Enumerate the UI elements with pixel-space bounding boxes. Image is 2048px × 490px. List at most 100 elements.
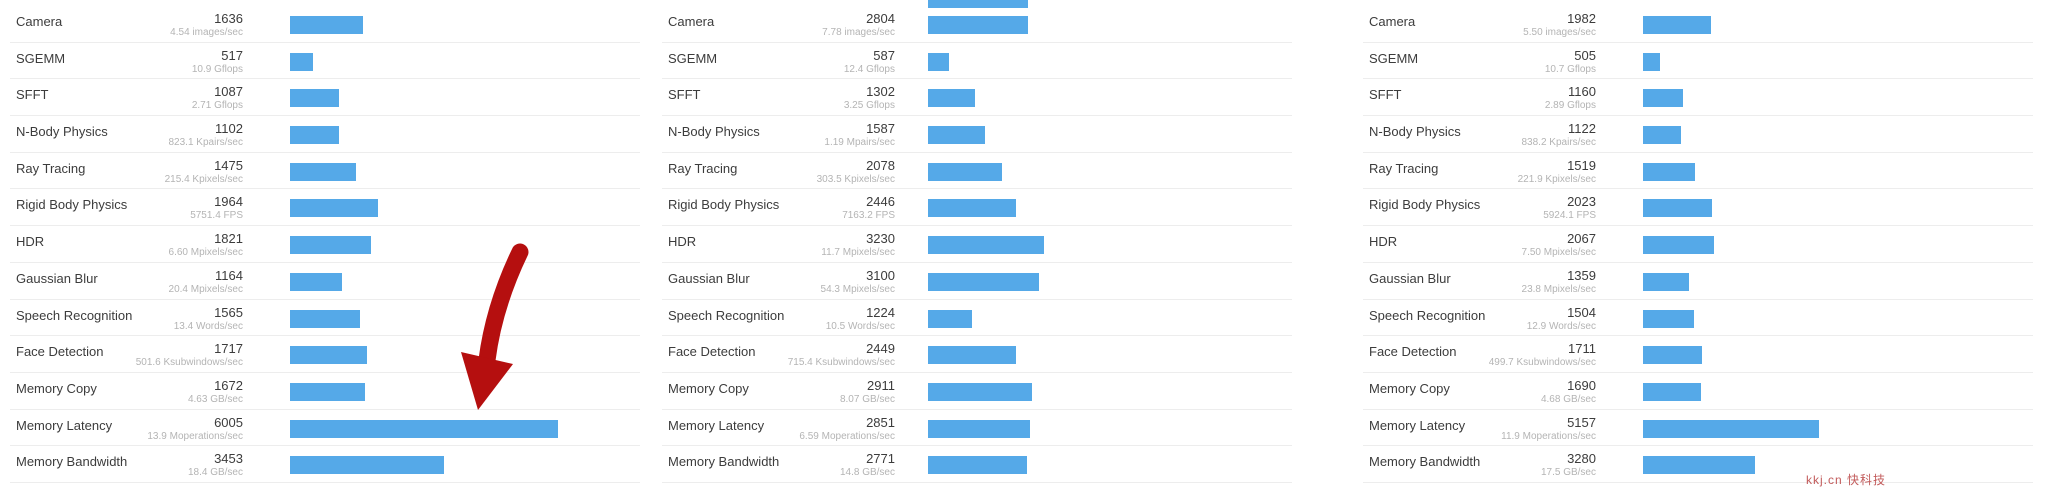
- benchmark-row: SGEMM 517 10.9 Gflops: [10, 43, 640, 80]
- score-bar: [1643, 162, 1695, 181]
- score-block: 3100 54.3 Mpixels/sec: [762, 268, 895, 295]
- score-block: 3230 11.7 Mpixels/sec: [762, 231, 895, 258]
- test-name-label: HDR: [16, 234, 45, 250]
- score-bar: [1643, 126, 1681, 145]
- score-bar: [290, 456, 444, 475]
- score-bar: [928, 456, 1027, 475]
- score-unit: 1.19 Mpairs/sec: [824, 137, 895, 149]
- score-unit: 20.4 Mpixels/sec: [168, 283, 243, 295]
- benchmark-row: SFFT 1160 2.89 Gflops: [1363, 79, 2033, 117]
- benchmark-row: Memory Bandwidth 3453 18.4 GB/sec: [10, 446, 640, 483]
- test-name-label: Gaussian Blur: [16, 270, 98, 286]
- benchmark-row: Camera 1636 4.54 images/sec: [10, 6, 640, 43]
- benchmark-row: Face Detection 1711 499.7 Ksubwindows/se…: [1363, 336, 2033, 373]
- score-unit: 823.1 Kpairs/sec: [168, 137, 244, 149]
- score-block: 1982 5.50 images/sec: [1463, 11, 1596, 38]
- score-value: 1359: [1567, 267, 1596, 283]
- score-block: 6005 13.9 Moperations/sec: [110, 415, 243, 442]
- score-value: 1717: [214, 341, 243, 357]
- score-bar: [1643, 272, 1689, 291]
- score-unit: 18.4 GB/sec: [187, 467, 243, 479]
- score-unit: 8.07 GB/sec: [839, 393, 895, 405]
- score-bar: [928, 52, 949, 71]
- cropped-bar-fragment: [928, 0, 1028, 8]
- score-value: 2067: [1567, 231, 1596, 247]
- test-name-label: N-Body Physics: [1369, 124, 1461, 140]
- score-bar: [290, 309, 360, 328]
- test-name-label: Ray Tracing: [1369, 160, 1439, 176]
- score-block: 2067 7.50 Mpixels/sec: [1463, 231, 1596, 258]
- benchmark-row: Face Detection 2449 715.4 Ksubwindows/se…: [662, 336, 1292, 373]
- score-block: 2449 715.4 Ksubwindows/sec: [762, 341, 895, 368]
- test-name-label: Memory Bandwidth: [668, 454, 780, 470]
- score-value: 2771: [866, 451, 895, 467]
- benchmark-row: SGEMM 587 12.4 Gflops: [662, 43, 1292, 80]
- score-block: 1359 23.8 Mpixels/sec: [1463, 268, 1596, 295]
- test-name-label: Rigid Body Physics: [16, 197, 128, 213]
- test-name-label: Face Detection: [1369, 344, 1457, 360]
- score-value: 1711: [1568, 341, 1596, 357]
- score-unit: 5924.1 FPS: [1543, 210, 1596, 222]
- test-name-label: Memory Copy: [668, 380, 749, 396]
- score-value: 505: [1574, 47, 1596, 63]
- score-unit: 10.7 Gflops: [1544, 63, 1596, 75]
- test-name-label: Speech Recognition: [1369, 307, 1486, 323]
- score-value: 3230: [866, 231, 895, 247]
- score-value: 1565: [214, 304, 243, 320]
- benchmark-row: Face Detection 1717 501.6 Ksubwindows/se…: [10, 336, 640, 373]
- score-unit: 501.6 Ksubwindows/sec: [135, 357, 243, 369]
- score-block: 517 10.9 Gflops: [110, 48, 243, 75]
- score-bar: [1643, 309, 1694, 328]
- benchmark-row: Memory Copy 1690 4.68 GB/sec: [1363, 373, 2033, 410]
- score-block: 1565 13.4 Words/sec: [110, 305, 243, 332]
- score-value: 1122: [1568, 121, 1596, 137]
- test-name-label: SFFT: [668, 87, 701, 103]
- score-bar: [290, 272, 342, 291]
- score-bar: [928, 162, 1002, 181]
- score-block: 2078 303.5 Kpixels/sec: [762, 158, 895, 185]
- score-value: 2851: [866, 414, 895, 430]
- score-unit: 13.9 Moperations/sec: [147, 430, 243, 442]
- score-bar: [290, 126, 339, 145]
- benchmark-row: SFFT 1087 2.71 Gflops: [10, 79, 640, 117]
- score-block: 1964 5751.4 FPS: [110, 194, 243, 221]
- score-unit: 5751.4 FPS: [190, 210, 243, 222]
- test-name-label: Speech Recognition: [668, 307, 785, 323]
- score-bar: [1643, 456, 1755, 475]
- score-unit: 10.5 Words/sec: [825, 320, 895, 332]
- score-bar: [1643, 419, 1819, 438]
- score-unit: 4.63 GB/sec: [187, 393, 243, 405]
- score-bar: [928, 89, 975, 108]
- score-value: 1587: [866, 121, 895, 137]
- score-value: 2911: [867, 377, 895, 393]
- benchmark-chart-left: Camera 1636 4.54 images/sec SGEMM 517 10…: [10, 6, 640, 483]
- score-block: 1087 2.71 Gflops: [110, 84, 243, 111]
- benchmark-row: Rigid Body Physics 2023 5924.1 FPS: [1363, 189, 2033, 227]
- benchmark-row: SGEMM 505 10.7 Gflops: [1363, 43, 2033, 80]
- score-block: 2771 14.8 GB/sec: [762, 451, 895, 478]
- test-name-label: SGEMM: [16, 50, 66, 66]
- benchmark-row: Ray Tracing 1475 215.4 Kpixels/sec: [10, 153, 640, 190]
- score-value: 1821: [214, 231, 243, 247]
- score-block: 1122 838.2 Kpairs/sec: [1463, 121, 1597, 148]
- score-block: 2851 6.59 Moperations/sec: [762, 415, 895, 442]
- score-unit: 7.78 images/sec: [822, 27, 895, 38]
- score-unit: 7163.2 FPS: [842, 210, 895, 222]
- score-value: 1982: [1567, 11, 1596, 26]
- benchmark-row: Ray Tracing 2078 303.5 Kpixels/sec: [662, 153, 1292, 190]
- score-unit: 11.7 Mpixels/sec: [821, 247, 895, 259]
- score-bar: [290, 52, 313, 71]
- score-value: 6005: [214, 414, 243, 430]
- test-name-label: Memory Latency: [1369, 417, 1466, 433]
- score-unit: 12.4 Gflops: [843, 63, 895, 75]
- score-value: 1160: [1568, 84, 1596, 100]
- score-bar: [290, 236, 371, 255]
- score-bar: [928, 272, 1039, 291]
- score-unit: 4.54 images/sec: [170, 27, 243, 38]
- score-value: 1672: [214, 377, 243, 393]
- score-unit: 303.5 Kpixels/sec: [816, 173, 895, 185]
- score-unit: 13.4 Words/sec: [173, 320, 243, 332]
- score-block: 1224 10.5 Words/sec: [762, 305, 895, 332]
- score-value: 517: [221, 47, 243, 63]
- score-block: 3280 17.5 GB/sec: [1463, 451, 1596, 478]
